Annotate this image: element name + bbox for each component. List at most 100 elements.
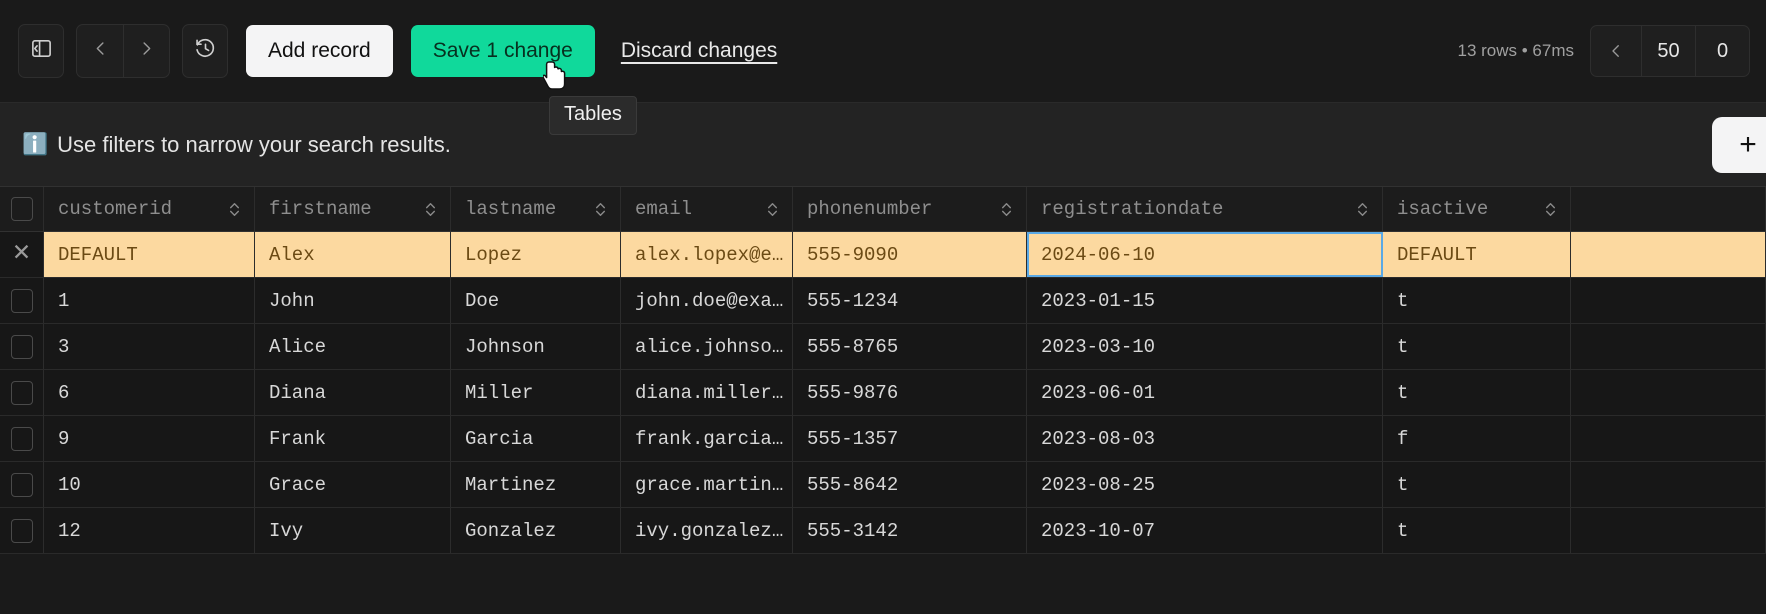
select-all-checkbox[interactable]: [10, 197, 33, 221]
column-header-firstname[interactable]: firstname: [255, 187, 451, 231]
cell-isactive[interactable]: f: [1383, 416, 1571, 461]
sort-toggle-icon[interactable]: [765, 200, 780, 219]
cell-firstname[interactable]: Frank: [255, 416, 451, 461]
collapse-panel-button[interactable]: [18, 24, 64, 78]
cell-email[interactable]: alex.lopex@e…: [621, 232, 793, 277]
cell-customerid[interactable]: 6: [44, 370, 255, 415]
pagination-page-size[interactable]: 50: [1641, 26, 1695, 76]
cell-email[interactable]: john.doe@exa…: [621, 278, 793, 323]
discard-changes-button[interactable]: Discard changes: [620, 39, 778, 62]
cell-lastname[interactable]: Lopez: [451, 232, 621, 277]
table-row[interactable]: ✕ DEFAULT Alex Lopez alex.lopex@e… 555-9090 20…: [0, 232, 1766, 278]
rows-count-status: 13 rows • 67ms: [1457, 41, 1575, 60]
cell-customerid[interactable]: 9: [44, 416, 255, 461]
cell-lastname[interactable]: Johnson: [451, 324, 621, 369]
cell-registrationdate[interactable]: 2023-06-01: [1027, 370, 1383, 415]
cell-registrationdate[interactable]: 2024-06-10: [1027, 232, 1383, 277]
cell-registrationdate[interactable]: 2023-03-10: [1027, 324, 1383, 369]
cell-isactive[interactable]: t: [1383, 278, 1571, 323]
row-select-checkbox[interactable]: [10, 334, 33, 359]
cell-firstname[interactable]: Grace: [255, 462, 451, 507]
history-clock-icon: [194, 37, 217, 65]
row-select-checkbox[interactable]: [10, 380, 33, 405]
cell-lastname[interactable]: Doe: [451, 278, 621, 323]
cell-phonenumber[interactable]: 555-8765: [793, 324, 1027, 369]
sort-toggle-icon[interactable]: [1543, 200, 1558, 219]
table-row[interactable]: 10 Grace Martinez grace.martin… 555-8642 2023…: [0, 462, 1766, 508]
sort-toggle-icon[interactable]: [423, 200, 438, 219]
row-select-checkbox[interactable]: [10, 426, 33, 451]
column-header-email[interactable]: email: [621, 187, 793, 231]
cell-customerid[interactable]: 12: [44, 508, 255, 553]
pagination-controls: 50 0: [1590, 25, 1750, 77]
table-row[interactable]: 3 Alice Johnson alice.johnso… 555-8765 2023-0…: [0, 324, 1766, 370]
cell-email[interactable]: alice.johnso…: [621, 324, 793, 369]
sort-toggle-icon[interactable]: [227, 200, 242, 219]
row-delete-cell: ✕: [0, 232, 44, 277]
column-header-customerid[interactable]: customerid: [44, 187, 255, 231]
sort-toggle-icon[interactable]: [999, 200, 1014, 219]
sort-toggle-icon[interactable]: [1355, 200, 1370, 219]
cell-registrationdate[interactable]: 2023-10-07: [1027, 508, 1383, 553]
add-record-button[interactable]: Add record: [246, 25, 393, 77]
row-select-checkbox[interactable]: [10, 472, 33, 497]
cell-lastname[interactable]: Miller: [451, 370, 621, 415]
table-row[interactable]: 6 Diana Miller diana.miller… 555-9876 2023-06…: [0, 370, 1766, 416]
cell-lastname[interactable]: Garcia: [451, 416, 621, 461]
cell-spacer: [1571, 462, 1766, 507]
cell-customerid[interactable]: DEFAULT: [44, 232, 255, 277]
cell-email[interactable]: diana.miller…: [621, 370, 793, 415]
cell-lastname[interactable]: Martinez: [451, 462, 621, 507]
cell-firstname[interactable]: Ivy: [255, 508, 451, 553]
cell-phonenumber[interactable]: 555-8642: [793, 462, 1027, 507]
cell-registrationdate[interactable]: 2023-01-15: [1027, 278, 1383, 323]
cell-lastname[interactable]: Gonzalez: [451, 508, 621, 553]
select-all-cell: [0, 187, 44, 231]
cell-email[interactable]: frank.garcia…: [621, 416, 793, 461]
cell-firstname[interactable]: Alice: [255, 324, 451, 369]
cell-isactive[interactable]: t: [1383, 324, 1571, 369]
column-header-phonenumber[interactable]: phonenumber: [793, 187, 1027, 231]
chevron-right-icon: [137, 39, 156, 63]
chevron-left-icon: [91, 39, 110, 63]
data-grid: customerid firstname lastname email: [0, 186, 1766, 554]
cell-registrationdate[interactable]: 2023-08-03: [1027, 416, 1383, 461]
cell-customerid[interactable]: 3: [44, 324, 255, 369]
save-changes-button[interactable]: Save 1 change: [410, 25, 595, 77]
pagination-offset[interactable]: 0: [1695, 26, 1749, 76]
cell-firstname[interactable]: Diana: [255, 370, 451, 415]
cell-phonenumber[interactable]: 555-1357: [793, 416, 1027, 461]
cell-email[interactable]: grace.martin…: [621, 462, 793, 507]
cell-email[interactable]: ivy.gonzalez…: [621, 508, 793, 553]
sort-toggle-icon[interactable]: [593, 200, 608, 219]
cell-registrationdate[interactable]: 2023-08-25: [1027, 462, 1383, 507]
table-row[interactable]: 12 Ivy Gonzalez ivy.gonzalez… 555-3142 2023-1…: [0, 508, 1766, 554]
back-button[interactable]: [77, 25, 123, 77]
cell-isactive[interactable]: t: [1383, 508, 1571, 553]
cell-firstname[interactable]: John: [255, 278, 451, 323]
pagination-prev-button[interactable]: [1591, 26, 1641, 76]
cell-spacer: [1571, 278, 1766, 323]
column-header-registrationdate[interactable]: registrationdate: [1027, 187, 1383, 231]
history-button[interactable]: [182, 24, 228, 78]
forward-button[interactable]: [123, 25, 169, 77]
table-row[interactable]: 9 Frank Garcia frank.garcia… 555-1357 2023-08…: [0, 416, 1766, 462]
grid-header-row: customerid firstname lastname email: [0, 186, 1766, 232]
cell-isactive[interactable]: t: [1383, 462, 1571, 507]
cell-phonenumber[interactable]: 555-1234: [793, 278, 1027, 323]
cell-firstname[interactable]: Alex: [255, 232, 451, 277]
close-x-icon[interactable]: ✕: [11, 241, 32, 267]
cell-isactive[interactable]: t: [1383, 370, 1571, 415]
cell-customerid[interactable]: 1: [44, 278, 255, 323]
cell-phonenumber[interactable]: 555-9876: [793, 370, 1027, 415]
cell-phonenumber[interactable]: 555-9090: [793, 232, 1027, 277]
cell-phonenumber[interactable]: 555-3142: [793, 508, 1027, 553]
row-select-checkbox[interactable]: [10, 288, 33, 313]
row-select-checkbox[interactable]: [10, 518, 33, 543]
table-row[interactable]: 1 John Doe john.doe@exa… 555-1234 2023-01-15 t: [0, 278, 1766, 324]
add-filter-button[interactable]: +: [1712, 116, 1766, 173]
column-header-lastname[interactable]: lastname: [451, 187, 621, 231]
column-header-isactive[interactable]: isactive: [1383, 187, 1571, 231]
cell-customerid[interactable]: 10: [44, 462, 255, 507]
cell-isactive[interactable]: DEFAULT: [1383, 232, 1571, 277]
